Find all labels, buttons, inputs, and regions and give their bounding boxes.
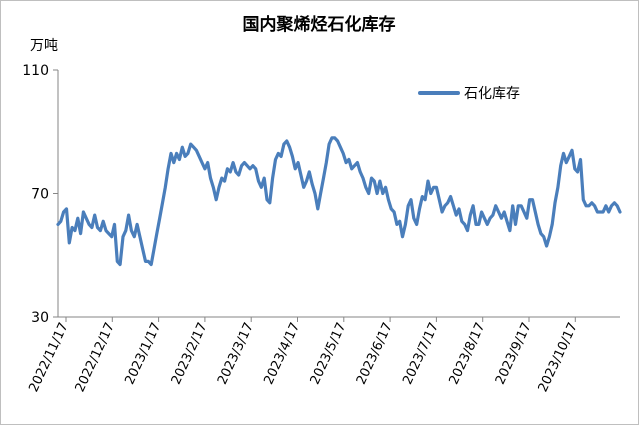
x-tick-label: 2023/6/17 [354,320,396,387]
x-tick-label: 2022/11/17 [26,320,71,394]
y-tick-label: 110 [22,63,49,79]
y-axis-unit-label: 万吨 [30,38,58,54]
x-tick-label: 2023/3/17 [215,320,257,387]
x-tick-label: 2023/10/17 [536,320,581,394]
y-tick-label: 30 [31,310,49,326]
x-tick-label: 2023/2/17 [169,320,211,387]
x-tick-label: 2023/5/17 [308,320,350,387]
legend: 石化库存 [418,86,520,102]
x-tick-label: 2023/7/17 [400,320,442,387]
x-tick-label: 2023/4/17 [261,320,303,387]
y-tick-label: 70 [31,187,49,203]
y-axis-ticks: 30 70 110 [22,63,58,326]
chart-title: 国内聚烯烃石化库存 [243,14,396,35]
x-axis-ticks: 2022/11/17 2022/12/17 2023/1/17 2023/2/17 20… [26,317,581,395]
x-tick-label: 2023/1/17 [122,320,164,387]
legend-label: 石化库存 [464,86,520,102]
x-tick-label: 2023/8/17 [447,320,489,387]
series-line [56,136,622,267]
x-tick-label: 2022/12/17 [73,320,118,394]
x-tick-label: 2023/9/17 [493,320,535,387]
axes [57,70,620,318]
series-group [56,136,622,267]
